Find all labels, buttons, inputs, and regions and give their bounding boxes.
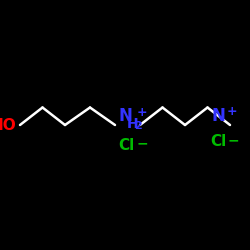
Text: N: N: [212, 107, 226, 125]
Text: H: H: [126, 117, 138, 131]
Text: +: +: [137, 106, 147, 119]
Text: +: +: [226, 105, 237, 118]
Text: 2: 2: [134, 121, 141, 131]
Text: −: −: [228, 133, 239, 147]
Text: Cl: Cl: [118, 138, 134, 152]
Text: −: −: [136, 137, 148, 151]
Text: Cl: Cl: [210, 134, 227, 149]
Text: N: N: [118, 107, 132, 125]
Text: HO: HO: [0, 118, 16, 132]
